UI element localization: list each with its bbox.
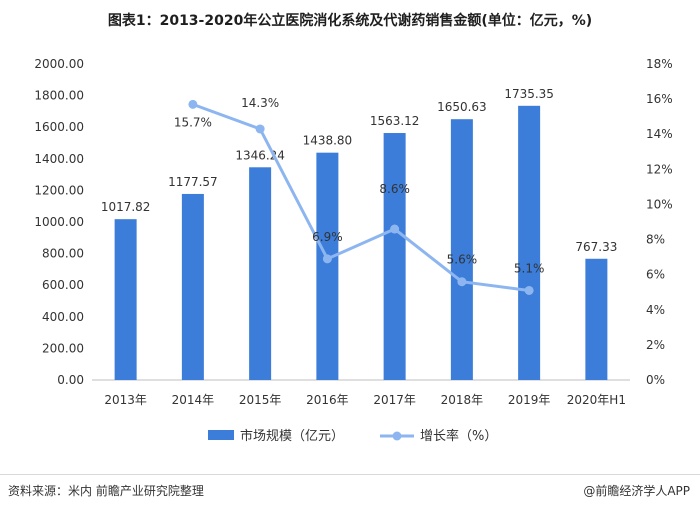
- y-right-tick-label: 0%: [646, 373, 665, 387]
- growth-rate-line: [192, 102, 530, 292]
- x-tick-label: 2019年: [508, 393, 551, 407]
- x-tick-label: 2018年: [441, 393, 484, 407]
- bar-2014年: [181, 193, 204, 380]
- bar-2015年: [249, 167, 272, 380]
- y-left-tick-label: 1000.00: [34, 215, 84, 229]
- growth-rate-point: [390, 224, 400, 234]
- x-tick-label: 2017年: [373, 393, 416, 407]
- y-left-tick-label: 1400.00: [34, 152, 84, 166]
- x-tick-label: 2020年H1: [567, 393, 626, 407]
- growth-rate-point: [457, 277, 467, 287]
- growth-rate-label: 6.9%: [312, 230, 343, 244]
- bar-value-label: 1438.80: [303, 134, 353, 148]
- y-right-tick-label: 12%: [646, 162, 673, 176]
- bar-2020年H1: [585, 258, 608, 380]
- y-right-tick-label: 14%: [646, 127, 673, 141]
- bar-value-label: 1017.82: [101, 200, 151, 214]
- y-left-tick-label: 1800.00: [34, 89, 84, 103]
- chart-title: 图表1：2013-2020年公立医院消化系统及代谢药销售金额(单位：亿元，%): [107, 13, 593, 29]
- y-right-tick-label: 18%: [646, 57, 673, 71]
- y-right-tick-label: 16%: [646, 92, 673, 106]
- x-tick-label: 2014年: [172, 393, 215, 407]
- y-right-tick-label: 8%: [646, 233, 665, 247]
- bar-value-label: 767.33: [575, 240, 617, 254]
- bar-value-label: 1650.63: [437, 100, 487, 114]
- bar-value-label: 1735.35: [504, 87, 554, 101]
- bar-2016年: [316, 152, 339, 380]
- x-tick-label: 2016年: [306, 393, 349, 407]
- y-right-tick-label: 6%: [646, 268, 665, 282]
- source-note: 资料来源：米内 前瞻产业研究院整理: [8, 484, 204, 498]
- bar-value-label: 1563.12: [370, 114, 420, 128]
- growth-rate-label: 15.7%: [174, 115, 212, 129]
- bar-2017年: [383, 133, 406, 380]
- bar-2019年: [518, 105, 541, 380]
- growth-rate-label: 8.6%: [379, 182, 410, 196]
- y-left-tick-label: 200.00: [42, 341, 84, 355]
- y-left-tick-label: 1600.00: [34, 120, 84, 134]
- legend-line-label: 增长率（%）: [420, 428, 497, 444]
- bar-value-label: 1177.57: [168, 175, 218, 189]
- y-left-tick-label: 0.00: [57, 373, 84, 387]
- growth-rate-point: [255, 124, 265, 134]
- y-left-tick-label: 400.00: [42, 310, 84, 324]
- x-tick-label: 2013年: [104, 393, 147, 407]
- brand-note: @前瞻经济学人APP: [583, 484, 690, 498]
- y-left-tick-label: 800.00: [42, 247, 84, 261]
- footer-divider: [0, 474, 700, 475]
- y-left-tick-label: 2000.00: [34, 57, 84, 71]
- y-right-tick-label: 4%: [646, 303, 665, 317]
- legend-line-marker: [392, 431, 402, 441]
- y-left-tick-label: 600.00: [42, 278, 84, 292]
- legend-bar-swatch: [208, 430, 234, 440]
- y-right-tick-label: 2%: [646, 338, 665, 352]
- y-left-tick-label: 1200.00: [34, 183, 84, 197]
- growth-rate-point: [188, 99, 198, 109]
- growth-rate-label: 14.3%: [241, 96, 279, 110]
- bar-2013年: [114, 219, 137, 380]
- legend-bar-label: 市场规模（亿元）: [240, 428, 344, 444]
- bar-2018年: [450, 119, 473, 380]
- x-tick-label: 2015年: [239, 393, 282, 407]
- growth-rate-label: 5.6%: [447, 253, 478, 267]
- y-right-tick-label: 10%: [646, 197, 673, 211]
- growth-rate-point: [524, 285, 534, 295]
- growth-rate-point: [322, 254, 332, 264]
- growth-rate-label: 5.1%: [514, 261, 545, 275]
